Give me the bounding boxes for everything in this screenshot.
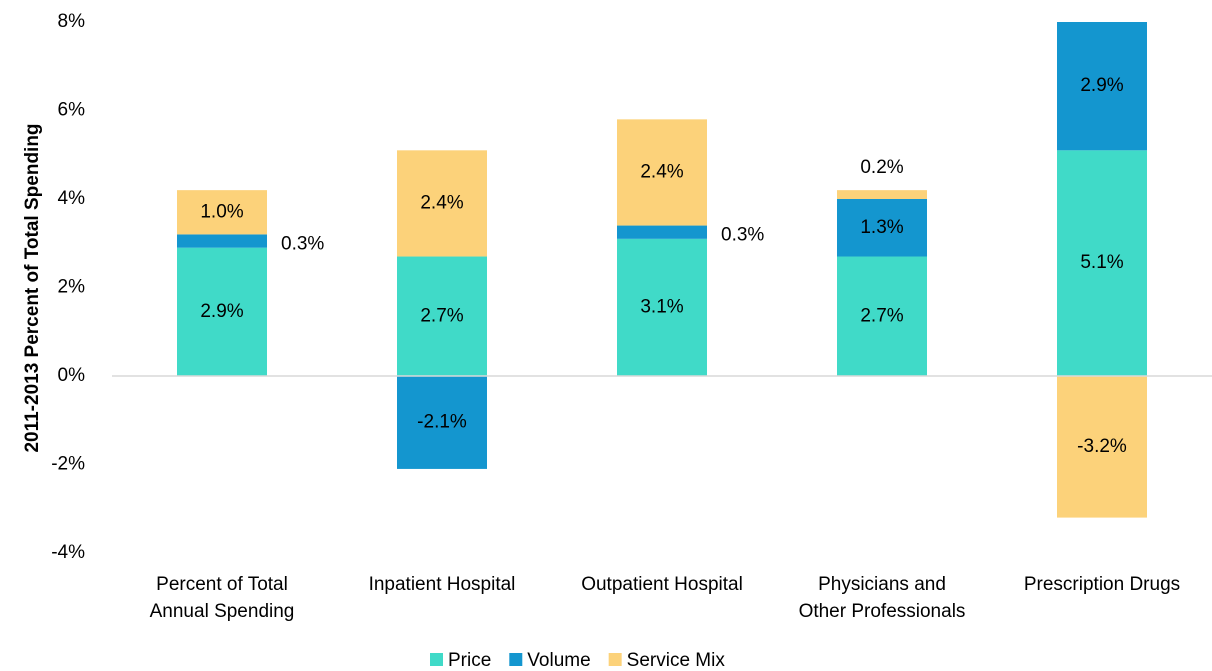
x-tick-label: Percent of Total Annual Spending: [150, 574, 295, 622]
bar-segment: [177, 190, 267, 235]
bar-segment: [397, 376, 487, 469]
legend-swatch: [430, 653, 443, 666]
data-label: -2.1%: [417, 411, 467, 432]
data-label: 2.4%: [420, 192, 463, 213]
data-label: 2.9%: [200, 301, 243, 322]
data-label: 1.3%: [860, 217, 903, 238]
x-tick-label: Inpatient Hospital: [369, 574, 516, 595]
y-tick-label: 0%: [58, 365, 86, 386]
legend-label: Price: [448, 650, 491, 671]
bar-segment: [617, 119, 707, 226]
legend-label: Volume: [527, 650, 590, 671]
data-label: 5.1%: [1080, 252, 1123, 273]
data-label: 2.4%: [640, 161, 683, 182]
data-label: 0.3%: [281, 233, 324, 254]
bar-segment: [177, 234, 267, 248]
bar-segment: [617, 225, 707, 239]
legend-swatch: [509, 653, 523, 666]
x-tick-label: Physicians and Other Professionals: [799, 574, 966, 622]
y-tick-label: -4%: [51, 542, 85, 563]
y-tick-label: 2%: [58, 277, 86, 298]
bar-segment: [177, 247, 267, 376]
data-label: 2.9%: [1080, 75, 1123, 96]
bar-segment: [617, 238, 707, 376]
x-tick-label: Prescription Drugs: [1024, 574, 1180, 595]
y-tick-label: 4%: [58, 188, 86, 209]
data-label: 3.1%: [640, 296, 683, 317]
bar-segment: [1057, 22, 1147, 151]
bar-segment: [1057, 150, 1147, 376]
bar-segment: [397, 256, 487, 376]
data-label: 2.7%: [420, 305, 463, 326]
bar-segment: [837, 190, 927, 199]
data-label: 0.2%: [860, 157, 903, 178]
y-tick-label: -2%: [51, 454, 85, 475]
legend-label: Service Mix: [627, 650, 726, 671]
x-tick-label: Outpatient Hospital: [581, 574, 743, 595]
y-tick-label: 8%: [58, 11, 86, 32]
bar-segment: [837, 199, 927, 257]
data-label: 0.3%: [721, 225, 764, 246]
legend-swatch: [608, 653, 622, 666]
bar-segment: [397, 150, 487, 257]
data-label: -3.2%: [1077, 436, 1127, 457]
bar-segment: [1057, 376, 1147, 518]
y-tick-label: 6%: [58, 100, 86, 121]
bar-segment: [837, 256, 927, 376]
data-label: 1.0%: [200, 201, 243, 222]
data-label: 2.7%: [860, 305, 903, 326]
y-axis-label: 2011-2013 Percent of Total Spending: [22, 123, 43, 452]
